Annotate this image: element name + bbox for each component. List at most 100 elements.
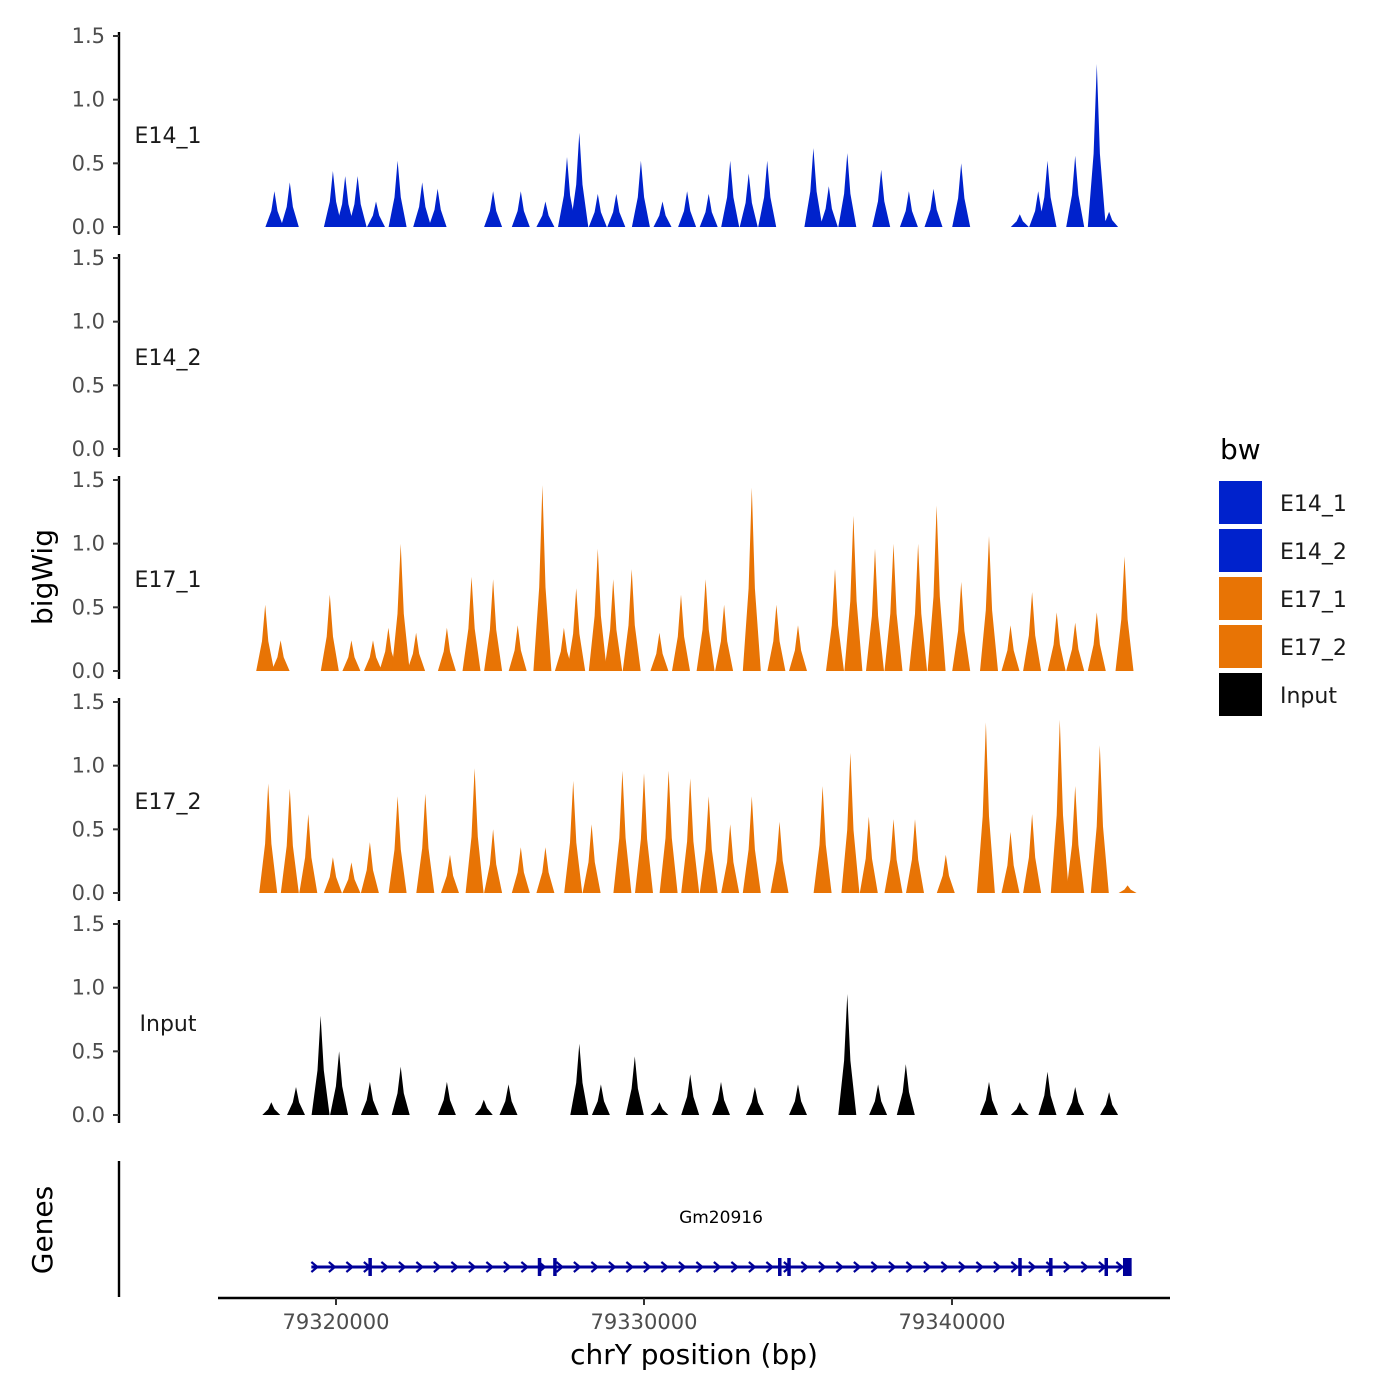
strand-arrow [328, 1261, 337, 1273]
signal-peak [588, 548, 607, 671]
signal-peak [622, 569, 641, 671]
signal-peak [1066, 786, 1085, 893]
signal-peak [1010, 1102, 1029, 1115]
y-tick-label: 0.0 [72, 881, 105, 905]
signal-peak [437, 1081, 456, 1115]
signal-peak [841, 752, 860, 893]
signal-peak [484, 829, 503, 893]
strand-arrow [835, 1261, 845, 1273]
strand-arrow [590, 1261, 600, 1273]
track-panel-E17_1: 0.0 0.5 1.0 1.5 E17_1 [72, 468, 1134, 683]
signal-peak [909, 543, 928, 671]
track-panel-E17_2: 0.0 0.5 1.0 1.5 E17_2 [72, 690, 1137, 905]
signal-peak [1087, 64, 1106, 227]
signal-peak [980, 536, 998, 671]
signal-peak [739, 173, 758, 227]
signal-peak [465, 768, 484, 893]
strand-arrow [853, 1261, 862, 1273]
signal-peak [570, 1043, 589, 1115]
gene-track: Gm20916 [117, 1161, 1132, 1297]
signal-peak [1023, 592, 1042, 671]
signal-peak [256, 604, 275, 671]
signal-peak [896, 1064, 915, 1115]
x-tick-label: 79330000 [591, 1310, 698, 1334]
signal-peak [1023, 814, 1042, 893]
signal-peak [511, 847, 530, 893]
signal-peak [367, 201, 385, 227]
signal-peak [533, 485, 552, 671]
strand-arrow [398, 1261, 407, 1273]
strand-arrow [748, 1261, 757, 1273]
signal-peak [511, 191, 530, 227]
legend-swatch [1219, 529, 1262, 572]
strand-arrow [800, 1261, 810, 1273]
exon [1049, 1258, 1053, 1276]
signal-peak [1010, 214, 1029, 227]
y-tick-label: 1.0 [72, 976, 105, 1000]
signal-peak [884, 819, 903, 893]
signal-peak [681, 1074, 700, 1115]
signal-peak [567, 588, 586, 671]
signal-peak [388, 160, 407, 227]
signal-peak [262, 1102, 281, 1115]
signal-peak [591, 1084, 610, 1115]
strand-arrow [1028, 1261, 1037, 1273]
signal-peak [844, 515, 863, 671]
signal-peak [323, 857, 342, 893]
y-tick-label: 1.0 [72, 532, 105, 556]
signal-peak [899, 191, 918, 227]
track-panels: 0.0 0.5 1.0 1.5 E14_1 0.0 0.5 1.0 1.5 E14_2 0.0 0.5… [72, 24, 1137, 1127]
exon [553, 1258, 557, 1276]
signal-peak [1066, 622, 1085, 671]
signal-peak [659, 770, 678, 893]
signal-peak [884, 543, 903, 671]
signal-peak [826, 569, 844, 671]
signal-peak [635, 773, 653, 893]
signal-peak [462, 576, 481, 671]
strand-arrow [1010, 1261, 1020, 1273]
y-tick-label: 1.5 [72, 24, 105, 48]
signal-peak [678, 191, 697, 227]
y-tick-label: 0.5 [72, 1039, 105, 1063]
signal-peak [745, 1087, 764, 1115]
signal-peak [789, 625, 807, 671]
signal-peak [570, 132, 589, 227]
y-tick-label: 0.0 [72, 1103, 105, 1127]
legend-swatch [1219, 577, 1262, 620]
y-tick-label: 1.5 [72, 912, 105, 936]
y-tick-label: 1.0 [72, 310, 105, 334]
signal-peak [872, 169, 891, 227]
signal-peak [536, 201, 555, 227]
strand-arrow [503, 1261, 512, 1273]
signal-peak [607, 193, 626, 227]
signal-peak [927, 505, 946, 671]
signal-peak [1001, 625, 1020, 671]
strand-arrow [450, 1261, 460, 1273]
signal-peak [813, 786, 832, 893]
signal-peak [311, 1015, 330, 1115]
signal-peak [364, 640, 382, 671]
exon [787, 1258, 791, 1276]
strand-arrow [380, 1261, 390, 1273]
signal-peak [804, 148, 823, 227]
signal-peak [323, 171, 342, 227]
strand-arrow [765, 1261, 775, 1273]
legend-swatch [1219, 673, 1262, 716]
exon [537, 1258, 542, 1276]
track-label: E17_1 [135, 568, 202, 593]
exon [1124, 1258, 1132, 1276]
strand-arrow [345, 1261, 355, 1273]
signal-peak [391, 543, 410, 671]
signal-peak [681, 778, 700, 893]
exon [778, 1258, 782, 1276]
strand-arrow [695, 1261, 705, 1273]
signal-peak [819, 186, 838, 227]
strand-arrow [713, 1261, 722, 1273]
signal-peak [653, 201, 672, 227]
legend-label: E17_1 [1280, 588, 1347, 613]
signal-peak [388, 796, 407, 893]
signal-peak [1115, 556, 1134, 671]
signal-peak [508, 625, 527, 671]
signal-peak [437, 627, 456, 671]
strand-arrow [608, 1261, 617, 1273]
